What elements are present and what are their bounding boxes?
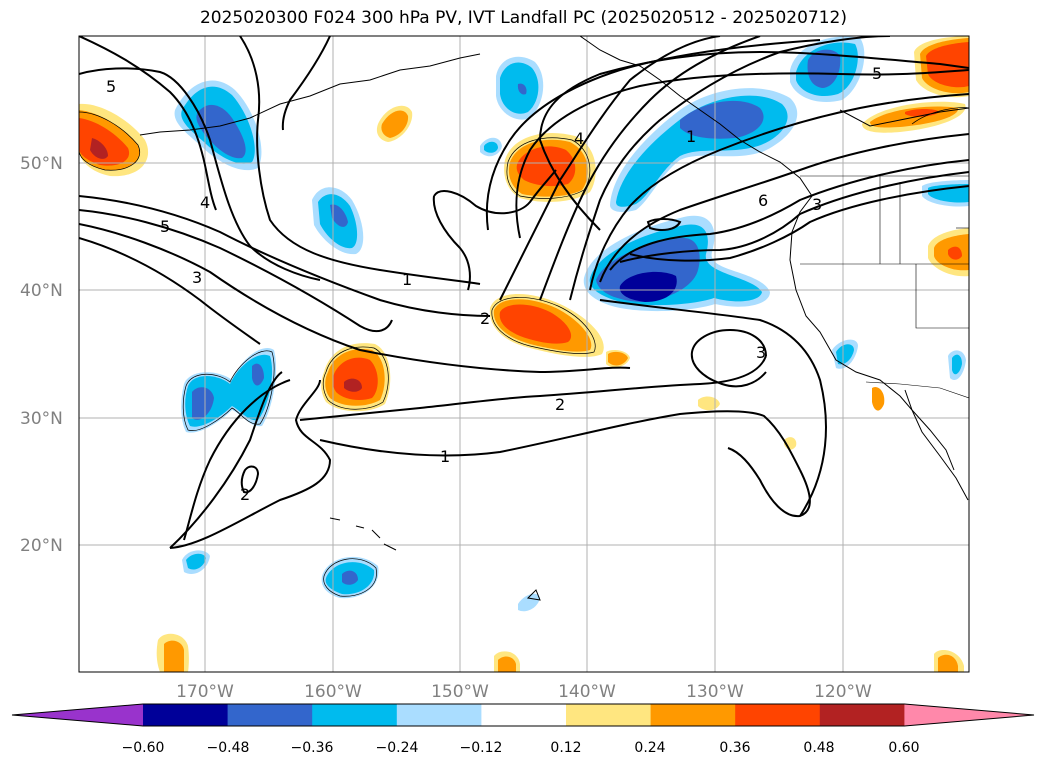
anomaly-positive [608, 351, 628, 366]
colorbar-swatch [481, 704, 567, 726]
anomaly-negative [192, 387, 214, 420]
lon-label-120w: 120°W [814, 682, 872, 702]
anomaly-positive [381, 110, 409, 138]
colorbar-tick: −0.36 [291, 740, 334, 756]
colorbar-swatch [396, 704, 482, 726]
colorbar-swatch [650, 704, 736, 726]
colorbar-outline [11, 703, 1035, 727]
pv-shading [79, 36, 969, 672]
colorbar-tick: −0.24 [376, 740, 419, 756]
anomaly-positive [516, 146, 576, 187]
anomaly-negative [330, 204, 348, 227]
contour-label: 2 [240, 485, 250, 504]
contour-label: 4 [200, 193, 210, 212]
colorbar-swatch [819, 704, 905, 726]
lat-label-40n: 40°N [20, 281, 63, 301]
borders [800, 175, 969, 399]
lon-labels: 170°W 160°W 150°W 140°W 130°W 120°W [176, 682, 872, 702]
lat-label-30n: 30°N [20, 409, 63, 429]
lon-label-130w: 130°W [686, 682, 744, 702]
anomaly-positive [872, 386, 885, 411]
anomaly-negative [196, 104, 246, 159]
contour-label: 1 [440, 447, 450, 466]
anomaly-negative [619, 271, 677, 302]
contour-label: 1 [686, 127, 696, 146]
colorbar-tick: −0.60 [122, 740, 165, 756]
anomaly-positive [498, 656, 516, 672]
contour-labels: 5 4 5 3 1 2 2 1 2 3 6 3 5 4 1 [106, 64, 882, 504]
anomaly-negative [807, 49, 841, 88]
anomaly-positive [698, 396, 720, 411]
colorbar-swatch [227, 704, 313, 726]
colorbar-tick: 0.36 [719, 740, 750, 756]
anomaly-negative [252, 363, 264, 386]
colorbar-extend-max [904, 704, 1034, 726]
colorbar-tick: 0.60 [888, 740, 919, 756]
colorbar-tick: −0.12 [460, 740, 503, 756]
colorbar-swatch [735, 704, 821, 726]
lon-label-170w: 170°W [176, 682, 234, 702]
colorbar-tick: 0.12 [550, 740, 581, 756]
anomaly-negative [836, 344, 854, 365]
contour-label: 4 [574, 129, 584, 148]
anomaly-negative [342, 570, 358, 585]
colorbar-swatch [566, 704, 652, 726]
anomaly-positive [938, 654, 958, 672]
contour-label: 5 [106, 77, 116, 96]
anomaly-positive [164, 640, 184, 672]
colorbar-ticks: −0.60 −0.48 −0.36 −0.24 −0.12 0.12 0.24 … [122, 740, 920, 756]
contour-label: 2 [555, 395, 565, 414]
map-title: 2025020300 F024 300 hPa PV, IVT Landfall… [199, 8, 847, 28]
contour-label: 3 [812, 195, 822, 214]
anomaly-negative [484, 141, 498, 153]
contour-label: 2 [480, 309, 490, 328]
anomaly-positive [90, 138, 108, 159]
pv-contours [79, 36, 969, 549]
anomaly-positive [344, 378, 362, 392]
map-frame [78, 35, 970, 673]
colorbar-tick: 0.24 [634, 740, 665, 756]
anomaly-positive [948, 246, 962, 260]
lat-label-50n: 50°N [20, 154, 63, 174]
anomaly-negative [952, 354, 962, 375]
contour-label: 5 [872, 64, 882, 83]
gridlines [79, 36, 969, 672]
anomaly-positive [79, 118, 130, 166]
anomaly-negative [517, 83, 527, 95]
anomaly-positive [499, 304, 572, 344]
lon-label-150w: 150°W [431, 682, 489, 702]
contour-label: 6 [758, 191, 768, 210]
contour-label: 3 [192, 268, 202, 287]
lat-labels: 50°N 40°N 30°N 20°N [20, 154, 63, 556]
colorbar-tick: −0.48 [207, 740, 250, 756]
anomaly-positive [905, 109, 940, 117]
lon-label-140w: 140°W [558, 682, 616, 702]
lon-label-160w: 160°W [304, 682, 362, 702]
colorbar [11, 703, 1035, 727]
colorbar-tick: 0.48 [803, 740, 834, 756]
colorbar-extend-min [12, 704, 143, 726]
contour-label: 5 [160, 217, 170, 236]
colorbar-swatch [143, 704, 229, 726]
coastlines [139, 36, 969, 601]
shading-outlines [79, 107, 969, 597]
contour-label: 1 [402, 270, 412, 289]
contour-label: 3 [756, 343, 766, 362]
colorbar-swatch [312, 704, 398, 726]
anomaly-negative [518, 593, 540, 612]
anomaly-positive [332, 357, 378, 400]
anomaly-negative [186, 553, 206, 570]
lat-label-20n: 20°N [20, 536, 63, 556]
